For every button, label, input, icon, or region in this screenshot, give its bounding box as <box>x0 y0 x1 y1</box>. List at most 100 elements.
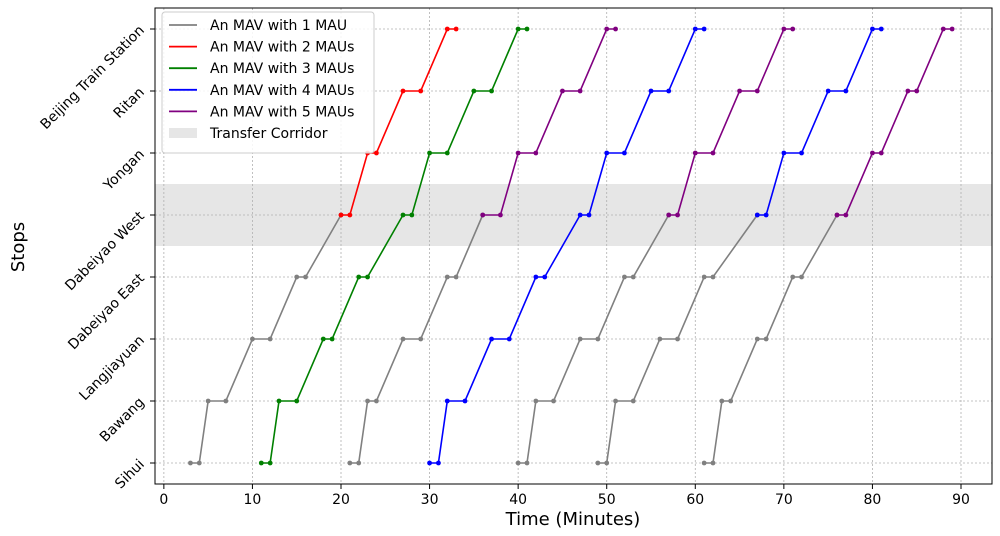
legend-item: An MAV with 2 MAUs <box>169 40 354 56</box>
stop-point <box>949 26 955 32</box>
stop-point <box>258 460 264 466</box>
stop-point <box>710 460 716 466</box>
stop-point <box>489 336 494 342</box>
vehicle-trajectory <box>258 26 530 466</box>
stop-point <box>471 88 477 94</box>
stop-point <box>400 336 406 342</box>
vehicle-trajectory <box>701 212 840 466</box>
stop-point <box>613 26 618 32</box>
stop-point <box>436 460 441 466</box>
vehicle-trajectory <box>338 26 459 218</box>
stop-point <box>914 88 920 94</box>
stop-point <box>347 460 353 466</box>
stop-point <box>267 336 273 342</box>
stop-point <box>719 398 725 404</box>
stop-point <box>524 26 530 32</box>
trajectory-line <box>668 28 793 216</box>
stop-point <box>276 398 282 404</box>
stop-point <box>329 336 335 342</box>
stop-point <box>506 336 512 342</box>
stop-point <box>480 212 486 218</box>
stop-point <box>799 150 804 156</box>
plot-frame <box>154 7 993 485</box>
trajectory-line <box>482 28 616 216</box>
stop-point <box>560 88 565 94</box>
stop-point <box>418 88 424 94</box>
stop-point <box>754 212 760 218</box>
stop-point <box>648 88 654 94</box>
stop-point <box>834 212 840 218</box>
stop-point <box>737 88 742 94</box>
stop-point <box>347 212 353 218</box>
vehicle-trajectory <box>834 26 955 218</box>
series-layer <box>188 26 955 466</box>
x-tick-label: 90 <box>952 492 970 508</box>
stop-point <box>409 212 415 218</box>
stop-point <box>250 336 255 342</box>
stop-point <box>843 88 849 94</box>
stop-point <box>781 150 787 156</box>
stop-point <box>223 398 229 404</box>
stop-point <box>754 336 760 342</box>
stop-point <box>710 274 716 280</box>
x-tick-label: 10 <box>244 492 262 508</box>
stop-point <box>515 150 521 156</box>
x-tick-label: 30 <box>421 492 439 508</box>
stop-point <box>444 398 450 404</box>
legend-item: An MAV with 5 MAUs <box>169 104 354 120</box>
stop-point <box>843 212 849 218</box>
stop-point <box>825 88 831 94</box>
legend-label: Transfer Corridor <box>209 126 328 142</box>
stop-point <box>604 150 610 156</box>
stop-point <box>374 150 379 156</box>
x-tick-label: 70 <box>775 492 793 508</box>
y-axis-label: Stops <box>8 222 29 272</box>
vehicle-trajectory <box>480 26 618 218</box>
stop-point <box>622 274 627 280</box>
vehicle-trajectory <box>515 212 672 466</box>
stop-point <box>878 150 884 156</box>
stop-point <box>870 150 875 156</box>
legend-label: An MAV with 3 MAUs <box>210 61 354 77</box>
stop-point <box>701 460 707 466</box>
legend: An MAV with 1 MAU An MAV with 2 MAUs An MA… <box>161 11 375 154</box>
legend-label: An MAV with 4 MAUs <box>210 83 354 99</box>
stop-point <box>701 26 707 32</box>
stop-point <box>427 460 432 466</box>
stop-point <box>551 398 556 404</box>
trajectory-line <box>837 28 953 216</box>
stop-point <box>604 26 610 32</box>
stop-point <box>595 460 601 466</box>
x-tick-label: 20 <box>332 492 350 508</box>
stop-point <box>692 26 698 32</box>
stop-point <box>905 88 911 94</box>
stop-point <box>763 336 769 342</box>
stop-point <box>630 398 636 404</box>
x-tick-label: 40 <box>509 492 527 508</box>
legend-item: An MAV with 1 MAU <box>169 18 347 34</box>
legend-item: An MAV with 4 MAUs <box>169 83 354 99</box>
vehicle-trajectory <box>666 26 796 218</box>
stop-point <box>418 336 424 342</box>
stop-point <box>444 150 450 156</box>
stop-point <box>533 274 539 280</box>
stop-point <box>630 274 636 280</box>
stop-point <box>320 336 326 342</box>
legend-item: Transfer Corridor <box>169 126 328 142</box>
stop-point <box>692 150 698 156</box>
stop-point <box>790 274 796 280</box>
stop-point <box>666 212 672 218</box>
stop-point <box>356 460 362 466</box>
stop-point <box>781 26 787 32</box>
x-tick-label: 50 <box>598 492 616 508</box>
legend-label: An MAV with 5 MAUs <box>210 104 354 120</box>
stop-point <box>294 274 300 280</box>
stop-point <box>701 274 707 280</box>
stop-point <box>515 26 521 32</box>
stop-point <box>940 26 946 32</box>
stop-point <box>666 88 672 94</box>
stop-point <box>444 274 450 280</box>
vehicle-trajectory <box>427 26 707 466</box>
stop-point <box>710 150 716 156</box>
